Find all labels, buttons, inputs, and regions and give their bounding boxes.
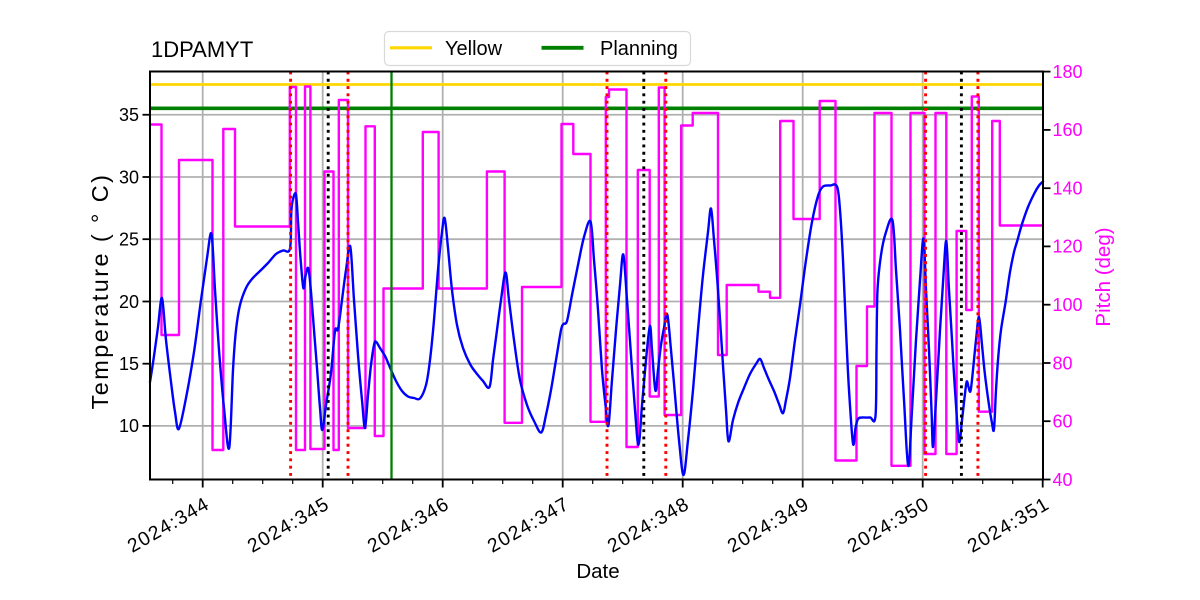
svg-text:120: 120 [1053,237,1083,257]
svg-text:20: 20 [119,292,139,312]
svg-text:Pitch (deg): Pitch (deg) [1092,227,1115,326]
svg-text:35: 35 [119,105,139,125]
svg-text:10: 10 [119,416,139,436]
svg-text:60: 60 [1053,412,1073,432]
svg-text:180: 180 [1053,62,1083,82]
svg-text:1DPAMYT: 1DPAMYT [151,37,253,62]
svg-text:Date: Date [576,560,619,583]
svg-text:Temperature ( ° C): Temperature ( ° C) [87,173,113,410]
svg-text:15: 15 [119,354,139,374]
svg-text:25: 25 [119,230,139,250]
svg-text:Yellow: Yellow [445,38,503,60]
svg-text:160: 160 [1053,120,1083,140]
svg-text:30: 30 [119,167,139,187]
svg-text:100: 100 [1053,295,1083,315]
svg-text:140: 140 [1053,179,1083,199]
svg-text:80: 80 [1053,353,1073,373]
svg-text:40: 40 [1053,470,1073,490]
svg-text:Planning: Planning [600,38,678,60]
